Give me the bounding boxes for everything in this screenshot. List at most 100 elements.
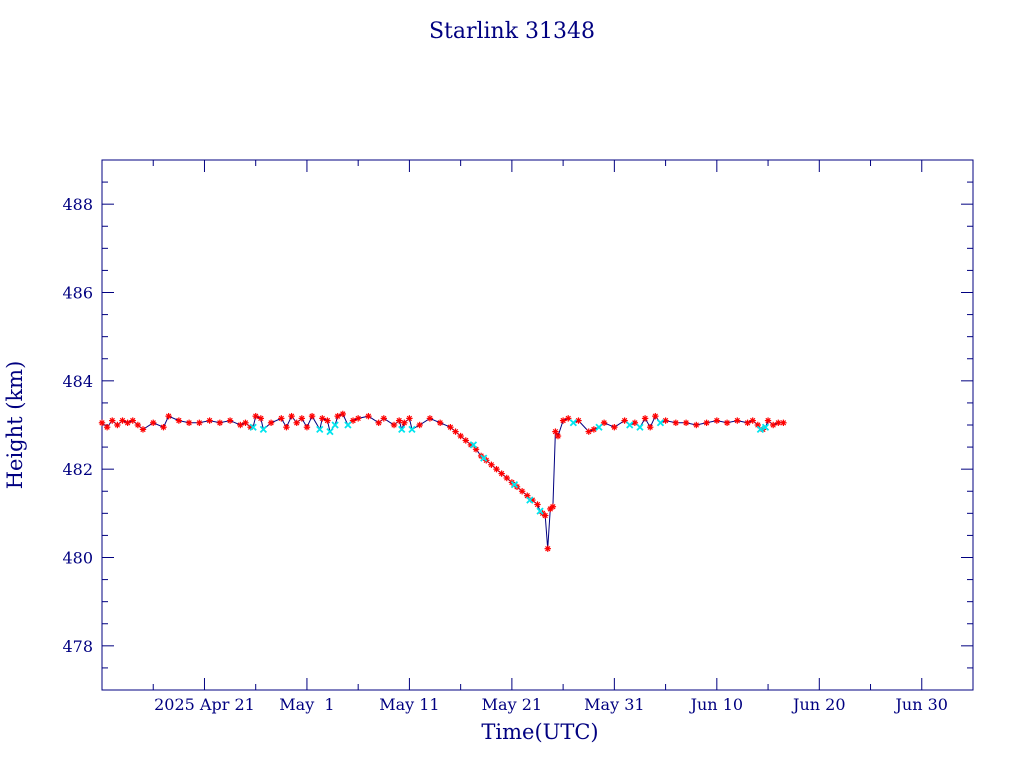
- y-axis-label: Height (km): [3, 361, 27, 490]
- y-tick-label: 482: [62, 460, 93, 479]
- data-point-star: [216, 419, 224, 426]
- data-point-star: [150, 419, 157, 426]
- data-point-cross: [398, 425, 406, 434]
- x-tick-label: May 21: [482, 695, 542, 714]
- data-point-star: [498, 470, 505, 477]
- chart-title: Starlink 31348: [429, 19, 595, 44]
- data-point-cross: [761, 423, 770, 431]
- data-point-star: [334, 412, 341, 420]
- data-point-star: [124, 419, 131, 426]
- data-point-star: [647, 424, 654, 431]
- data-point-star: [780, 419, 787, 426]
- data-point-star: [237, 421, 244, 429]
- data-point-star: [534, 501, 541, 508]
- data-point-cross: [331, 421, 339, 429]
- data-point-star: [98, 419, 106, 426]
- data-point-cross: [536, 507, 544, 515]
- data-point-star: [109, 417, 116, 424]
- y-tick-label: 478: [62, 637, 93, 656]
- data-point-cross: [259, 425, 268, 434]
- data-point-star: [652, 412, 659, 420]
- data-point-star: [324, 417, 331, 424]
- data-point-star: [267, 419, 275, 426]
- data-point-star: [503, 474, 510, 482]
- data-point-cross: [316, 425, 324, 434]
- data-point-star: [288, 412, 295, 420]
- x-tick-label: May 31: [584, 695, 644, 714]
- data-point-star: [406, 415, 413, 422]
- data-point-star: [426, 415, 434, 422]
- data-point-star: [401, 419, 408, 426]
- data-point-star: [749, 417, 756, 424]
- data-point-star: [769, 421, 777, 429]
- data-point-star: [134, 421, 142, 429]
- data-point-star: [552, 428, 559, 435]
- axis-ticks: 478 480 482 484 486 488 2025 Apr 21 May 1 May 11…: [62, 160, 974, 714]
- data-point-star: [139, 426, 147, 433]
- data-point-star: [723, 419, 731, 426]
- data-point-cross: [626, 421, 634, 429]
- data-point-star: [206, 417, 213, 424]
- data-point-star: [436, 419, 444, 426]
- data-point-star: [252, 412, 259, 420]
- y-tick-label: 484: [62, 372, 93, 391]
- data-point-star: [611, 424, 618, 431]
- data-point-star: [175, 417, 183, 424]
- data-point-star: [226, 417, 234, 424]
- data-point-star: [129, 417, 136, 424]
- data-point-star: [119, 417, 126, 424]
- x-tick-label: Jun 20: [791, 695, 845, 714]
- data-point-star: [165, 412, 172, 420]
- data-point-star: [493, 465, 500, 473]
- data-point-star: [293, 419, 300, 426]
- x-tick-label: Jun 30: [894, 695, 948, 714]
- x-axis-label: Time(UTC): [481, 720, 598, 744]
- data-point-star: [160, 424, 167, 431]
- data-point-star: [349, 417, 357, 424]
- y-tick-label: 486: [62, 284, 93, 303]
- data-point-star: [621, 417, 628, 424]
- data-point-star: [703, 419, 710, 426]
- data-point-star: [457, 432, 464, 440]
- data-point-cross: [408, 425, 416, 434]
- data-point-cross: [595, 423, 603, 431]
- data-point-star: [103, 424, 111, 431]
- data-point-star: [462, 437, 469, 444]
- data-point-star: [585, 428, 592, 435]
- data-point-cross: [344, 421, 352, 429]
- data-point-star: [565, 415, 572, 422]
- data-point-star: [672, 419, 680, 426]
- data-point-star: [713, 417, 721, 424]
- data-point-star: [452, 428, 459, 435]
- data-point-star: [114, 421, 121, 429]
- data-point-cross: [469, 441, 478, 449]
- data-point-cross: [569, 419, 578, 427]
- data-point-star: [303, 424, 311, 431]
- data-point-star: [682, 419, 690, 426]
- data-point-star: [339, 410, 347, 418]
- data-point-star: [559, 417, 567, 424]
- data-point-star: [488, 461, 495, 468]
- series-line: [101, 413, 784, 549]
- x-tick-label: May 1: [279, 695, 334, 714]
- data-point-star: [283, 424, 290, 431]
- data-point-star: [734, 417, 741, 424]
- data-point-star: [447, 424, 454, 431]
- data-point-star: [365, 412, 372, 420]
- data-point-star: [278, 415, 285, 422]
- data-point-star: [308, 412, 316, 420]
- data-point-star: [662, 417, 669, 424]
- plot-frame: [101, 159, 974, 691]
- data-point-star: [549, 503, 557, 510]
- data-point-star: [518, 488, 526, 495]
- y-tick-label: 488: [62, 195, 93, 214]
- data-point-cross: [480, 454, 488, 462]
- data-point-star: [416, 421, 423, 429]
- data-point-cross: [326, 427, 334, 436]
- x-tick-label: 2025 Apr 21: [154, 695, 255, 714]
- data-point-cross: [510, 480, 519, 489]
- y-tick-label: 480: [62, 549, 93, 568]
- series-layer: [98, 410, 787, 552]
- data-point-star: [319, 415, 326, 422]
- data-point-cross: [756, 425, 765, 434]
